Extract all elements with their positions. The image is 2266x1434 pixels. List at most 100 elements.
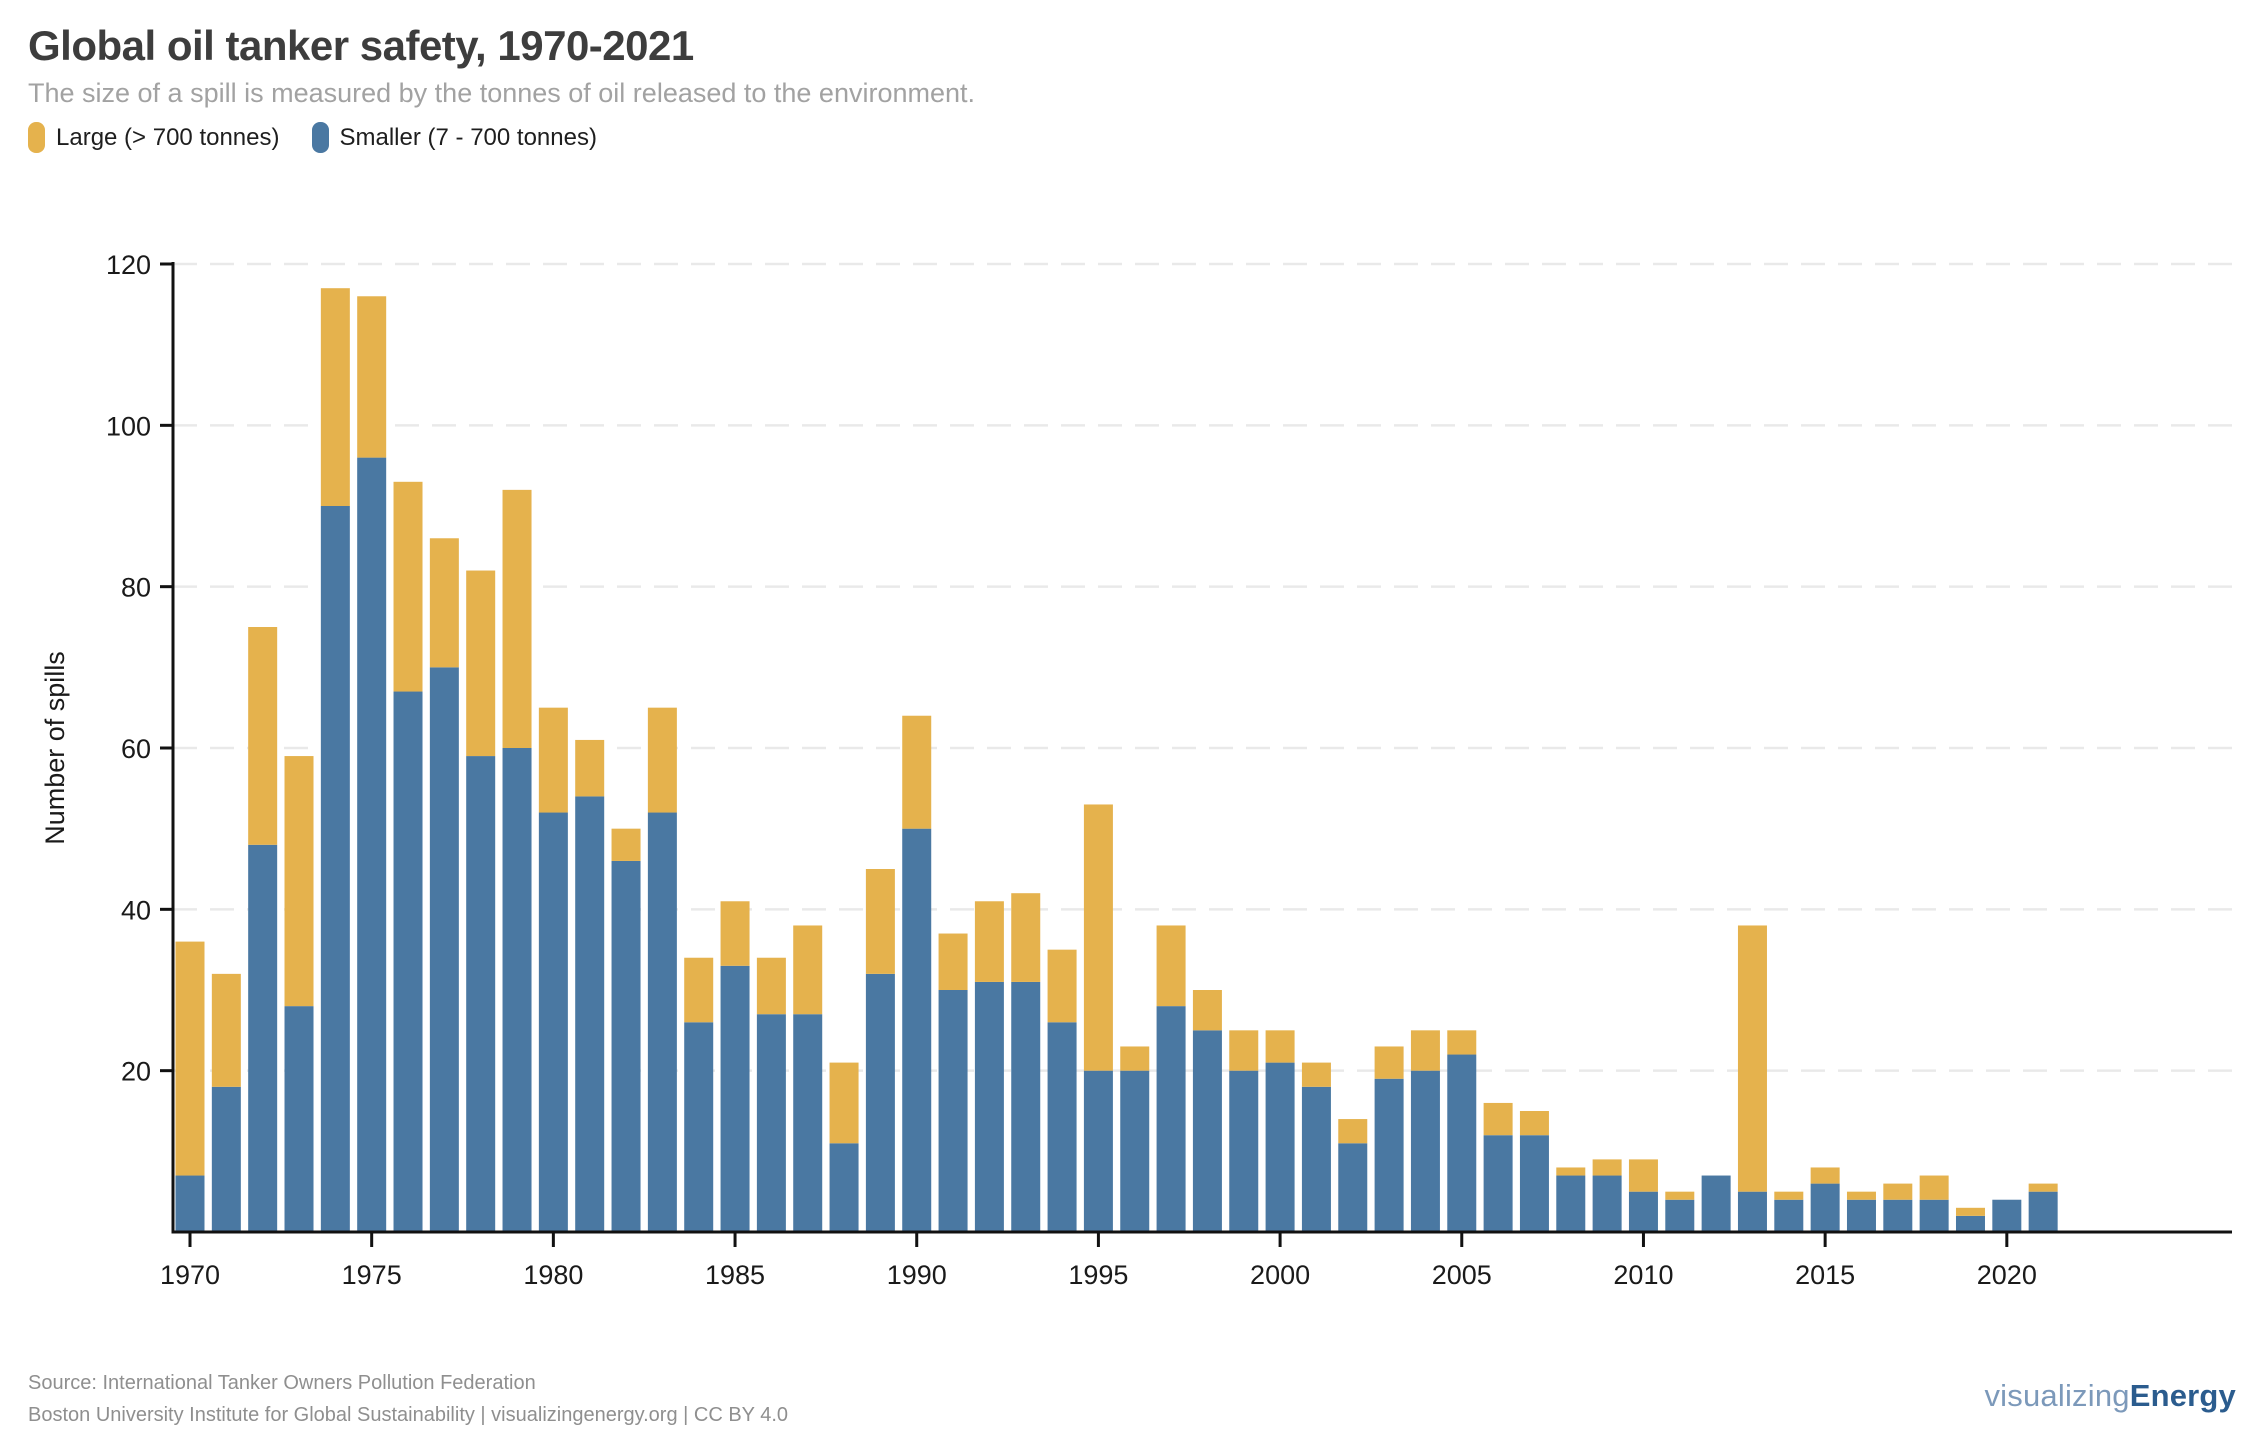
x-tick-label-1990: 1990 [887, 1260, 947, 1290]
bar-1982-large [611, 828, 641, 861]
bar-2020-smaller [1992, 1199, 2022, 1232]
bar-1983-large [647, 707, 677, 813]
bar-1979-smaller [502, 748, 532, 1232]
bar-1980-large [538, 707, 568, 813]
attribution-line: Boston University Institute for Global S… [28, 1404, 789, 1426]
bar-1985-large [720, 901, 750, 966]
bar-1972-smaller [248, 844, 278, 1232]
source-line: Source: International Tanker Owners Poll… [28, 1372, 536, 1394]
bar-1976-large [393, 481, 423, 692]
x-tick-label-2010: 2010 [1613, 1260, 1673, 1290]
bar-1982-smaller [611, 860, 641, 1232]
bars [175, 288, 2058, 1233]
legend-item-smaller: Smaller (7 - 700 tonnes) [311, 122, 597, 153]
bar-1972-large [248, 627, 278, 845]
bar-2011-large [1665, 1191, 1695, 1200]
bar-1998-smaller [1192, 1030, 1222, 1232]
bar-1973-large [284, 756, 314, 1007]
bar-2019-large [1955, 1207, 1985, 1216]
bar-1988-large [829, 1062, 859, 1144]
bar-1986-smaller [756, 1014, 786, 1232]
bar-2005-smaller [1447, 1054, 1477, 1232]
bar-2013-large [1737, 925, 1767, 1192]
bar-1977-smaller [429, 667, 459, 1232]
y-tick-label-120: 120 [106, 250, 151, 280]
x-tick-label-2020: 2020 [1977, 1260, 2037, 1290]
large-swatch-icon [28, 122, 45, 153]
bar-2014-large [1774, 1191, 1804, 1200]
bar-1970-large [175, 941, 205, 1176]
axes: 20 40 60 80 100 120 1970 1975 1980 1985 1990 1995 20… [106, 250, 2232, 1290]
bar-2017-smaller [1883, 1199, 1913, 1232]
x-tick-label-1970: 1970 [160, 1260, 220, 1290]
bar-1993-large [1011, 893, 1041, 982]
bar-2009-smaller [1592, 1175, 1622, 1232]
bar-2019-smaller [1955, 1215, 1985, 1232]
y-tick-label-20: 20 [121, 1057, 151, 1087]
bar-1971-large [211, 973, 241, 1087]
bar-2006-large [1483, 1102, 1513, 1136]
bar-2015-large [1810, 1167, 1840, 1184]
bar-1994-large [1047, 949, 1077, 1023]
bar-1975-smaller [357, 457, 387, 1233]
bar-1975-large [357, 296, 387, 458]
logo-bold-text: Energy [2129, 1378, 2236, 1413]
bar-2000-large [1265, 1030, 1295, 1063]
bar-2001-smaller [1301, 1086, 1331, 1232]
page-title: Global oil tanker safety, 1970-2021 [28, 22, 694, 69]
bar-2003-large [1374, 1046, 1404, 1079]
legend: Large (> 700 tonnes) Smaller (7 - 700 to… [28, 122, 597, 153]
bar-1986-large [756, 957, 786, 1015]
y-tick-label-80: 80 [121, 573, 151, 603]
bar-2010-smaller [1628, 1191, 1658, 1232]
legend-label-smaller: Smaller (7 - 700 tonnes) [339, 123, 597, 151]
bar-2015-smaller [1810, 1183, 1840, 1232]
bar-2002-large [1338, 1119, 1368, 1144]
bar-1978-smaller [466, 756, 496, 1232]
bar-2017-large [1883, 1183, 1913, 1200]
bar-1991-large [938, 933, 968, 990]
bar-2014-smaller [1774, 1199, 1804, 1232]
bar-2006-smaller [1483, 1135, 1513, 1232]
visualizing-energy-logo: visualizingEnergy [1984, 1378, 2236, 1414]
legend-label-large: Large (> 700 tonnes) [56, 123, 280, 151]
bar-1996-smaller [1120, 1070, 1150, 1232]
bar-1984-large [684, 957, 714, 1023]
x-tick-label-1995: 1995 [1068, 1260, 1128, 1290]
bar-1983-smaller [647, 812, 677, 1232]
bar-2001-large [1301, 1062, 1331, 1087]
legend-item-large: Large (> 700 tonnes) [28, 122, 280, 153]
bar-1989-smaller [865, 973, 895, 1232]
x-tick-label-2005: 2005 [1432, 1260, 1492, 1290]
bar-1971-smaller [211, 1086, 241, 1232]
bar-1996-large [1120, 1046, 1150, 1071]
bar-1970-smaller [175, 1175, 205, 1232]
page-subtitle: The size of a spill is measured by the t… [28, 78, 976, 108]
bar-2004-smaller [1410, 1070, 1440, 1232]
bar-1991-smaller [938, 990, 968, 1232]
bar-1995-smaller [1083, 1070, 1113, 1232]
y-axis-title: Number of spills [40, 651, 70, 845]
bar-1988-smaller [829, 1143, 859, 1232]
bar-2008-smaller [1556, 1175, 1586, 1232]
bar-1987-large [793, 925, 823, 1015]
bar-2012-smaller [1701, 1175, 1731, 1232]
bar-1990-smaller [902, 828, 932, 1232]
bar-1979-large [502, 489, 532, 748]
bar-2013-smaller [1737, 1191, 1767, 1232]
bar-2000-smaller [1265, 1062, 1295, 1232]
bar-1981-smaller [575, 796, 605, 1232]
bar-1980-smaller [538, 812, 568, 1232]
bar-2021-smaller [2028, 1191, 2058, 1232]
logo-light-text: visualizing [1984, 1378, 2130, 1413]
bar-1997-smaller [1156, 1006, 1186, 1232]
x-tick-label-1985: 1985 [705, 1260, 765, 1290]
bar-1993-smaller [1011, 981, 1041, 1232]
bar-1985-smaller [720, 965, 750, 1232]
bar-1992-smaller [974, 981, 1004, 1232]
bar-1999-smaller [1229, 1070, 1259, 1232]
bar-2011-smaller [1665, 1199, 1695, 1232]
bar-2018-large [1919, 1175, 1949, 1200]
x-tick-label-1980: 1980 [523, 1260, 583, 1290]
